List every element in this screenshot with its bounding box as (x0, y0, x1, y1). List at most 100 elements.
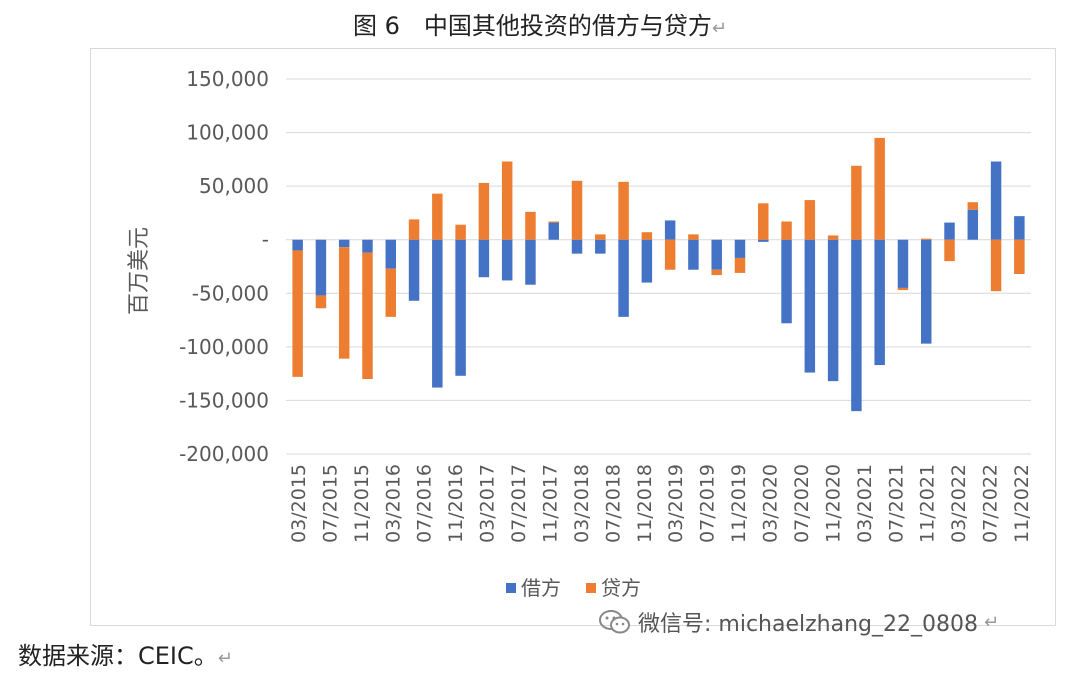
x-tick-label: 03/2020 (760, 464, 782, 543)
debit-bar (548, 222, 559, 240)
x-tick-label: 11/2016 (445, 464, 467, 543)
x-tick-label: 07/2019 (697, 464, 719, 543)
source-text: 数据来源：CEIC。 (18, 642, 218, 670)
x-tick-label: 03/2015 (288, 464, 310, 543)
debit-bar (734, 239, 746, 258)
return-mark: ↵ (711, 18, 727, 39)
y-axis-ticks: 150,000 100,000 50,000 - -50,000 -100,000 -150… (179, 67, 269, 466)
x-tick-label: 11/2019 (728, 464, 750, 543)
x-tick-label: 03/2021 (854, 464, 876, 543)
y-tick-label: 150,000 (186, 67, 269, 91)
y-axis-label: 百万美元 (127, 227, 152, 315)
legend-swatch-credit (586, 583, 596, 593)
credit-bar (990, 239, 1002, 292)
y-tick-label: - (262, 228, 269, 252)
credit-bar (711, 269, 722, 276)
debit-bar (920, 239, 932, 344)
credit-bar (315, 295, 327, 309)
credit-bar (292, 250, 303, 377)
legend-label-debit: 借方 (521, 576, 561, 600)
x-tick-label: 07/2016 (414, 464, 436, 543)
x-tick-label: 03/2017 (477, 464, 499, 543)
chart-svg: 150,000 100,000 50,000 - -50,000 -100,000 -150… (127, 67, 1033, 600)
debit-bar (501, 239, 513, 281)
x-tick-label: 07/2020 (791, 464, 813, 543)
debit-bar (990, 161, 1002, 240)
debit-bar (781, 239, 792, 324)
credit-bar (432, 193, 443, 240)
credit-bar (618, 181, 629, 240)
debit-bar (967, 209, 979, 240)
debit-bar (478, 239, 490, 278)
debit-bar (851, 239, 862, 412)
x-tick-label: 07/2015 (319, 464, 341, 543)
debit-bar (432, 239, 443, 388)
wechat-icon (599, 610, 630, 634)
credit-bar (664, 239, 676, 270)
credit-bar (827, 235, 839, 240)
credit-bar (851, 165, 862, 240)
debit-bar (827, 239, 839, 382)
y-tick-label: -200,000 (179, 442, 269, 466)
debit-bar (362, 239, 373, 253)
y-tick-label: -100,000 (179, 335, 269, 359)
debit-bar (944, 222, 955, 240)
x-tick-label: 03/2018 (571, 464, 593, 543)
debit-bar (408, 239, 420, 301)
y-tick-label: 100,000 (186, 121, 269, 145)
debit-bar (1014, 216, 1025, 240)
credit-bar (455, 224, 466, 240)
credit-bar (920, 238, 932, 240)
credit-bar (1014, 239, 1025, 274)
legend-label-credit: 贷方 (601, 576, 641, 600)
legend: 借方 贷方 (506, 576, 641, 600)
y-tick-label: -50,000 (192, 281, 269, 305)
x-axis-ticks: 03/2015 07/2015 11/2015 03/2016 07/2016 11/20… (288, 464, 1033, 543)
x-tick-label: 03/2019 (665, 464, 687, 543)
debit-bar (804, 239, 816, 373)
grid-layer (286, 78, 1031, 455)
credit-bar (362, 252, 373, 379)
debit-bar (897, 239, 909, 288)
bar-layer (292, 137, 1025, 412)
credit-bar (758, 203, 769, 240)
debit-bar (455, 239, 466, 376)
credit-bar (874, 137, 885, 240)
credit-bar (967, 202, 979, 210)
x-tick-label: 07/2022 (980, 464, 1002, 543)
credit-bar (501, 161, 513, 240)
credit-bar (548, 221, 559, 223)
x-tick-label: 03/2016 (382, 464, 404, 543)
source-note: 数据来源：CEIC。↵ (18, 636, 233, 671)
debit-bar (618, 239, 629, 317)
credit-bar (338, 247, 350, 359)
x-tick-label: 07/2017 (508, 464, 530, 543)
credit-bar (781, 221, 792, 240)
credit-bar (688, 234, 699, 240)
debit-bar (641, 239, 653, 283)
y-tick-label: -150,000 (179, 388, 269, 412)
debit-bar (664, 220, 676, 240)
credit-bar (595, 234, 606, 240)
return-mark: ↵ (983, 611, 1000, 633)
debit-bar (525, 239, 536, 285)
watermark: 微信号: michaelzhang_22_0808 ↵ (598, 606, 999, 638)
debit-bar (758, 239, 769, 242)
credit-bar (478, 182, 490, 240)
credit-bar (385, 268, 397, 317)
x-tick-label: 11/2022 (1011, 464, 1033, 543)
debit-bar (385, 239, 397, 269)
debit-bar (874, 239, 885, 366)
return-mark: ↵ (217, 648, 233, 669)
credit-bar (408, 219, 420, 240)
debit-bar (571, 239, 583, 254)
debit-bar (688, 239, 699, 270)
credit-bar (571, 180, 583, 240)
credit-bar (804, 200, 816, 240)
x-tick-label: 11/2015 (351, 464, 373, 543)
credit-bar (897, 287, 909, 291)
chart-title-text: 图 6 中国其他投资的借方与贷方 (353, 12, 712, 40)
x-tick-label: 07/2021 (885, 464, 907, 543)
credit-bar (944, 239, 955, 262)
x-tick-label: 11/2017 (539, 464, 561, 543)
